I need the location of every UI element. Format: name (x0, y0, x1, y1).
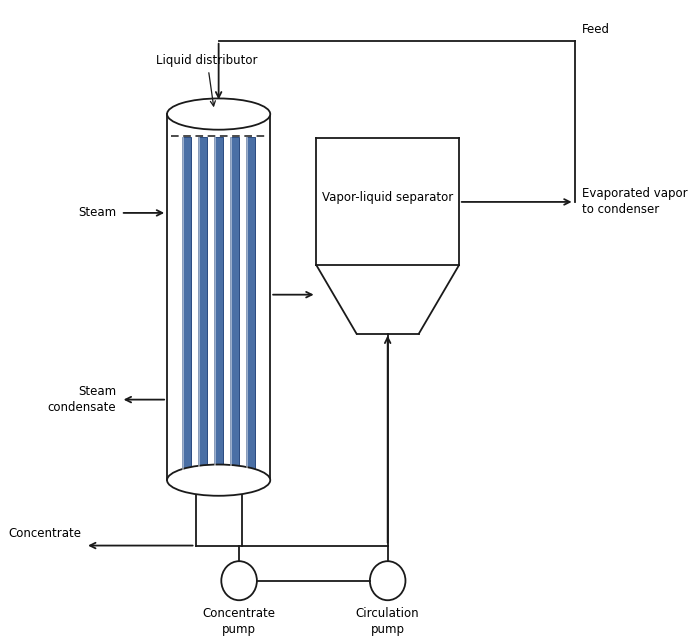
Bar (246, 137, 248, 479)
Bar (198, 137, 200, 479)
Bar (168, 137, 270, 479)
Text: Concentrate: Concentrate (8, 527, 82, 540)
Text: Circulation
pump: Circulation pump (356, 607, 419, 636)
Text: Steam: Steam (78, 207, 116, 220)
Text: Steam
condensate: Steam condensate (48, 385, 116, 414)
Bar (246, 137, 256, 479)
Text: Vapor-liquid separator: Vapor-liquid separator (322, 191, 454, 204)
Text: Evaporated vapor
to condenser: Evaporated vapor to condenser (582, 187, 687, 216)
Bar (214, 137, 223, 479)
Ellipse shape (167, 464, 270, 496)
Bar (230, 137, 232, 479)
Bar (198, 137, 207, 479)
Ellipse shape (167, 99, 270, 129)
Bar (214, 137, 216, 479)
Bar (230, 137, 239, 479)
Bar (182, 137, 191, 479)
Text: Concentrate
pump: Concentrate pump (202, 607, 276, 636)
Text: Liquid distributor: Liquid distributor (156, 54, 258, 106)
Bar (182, 137, 184, 479)
Text: Feed: Feed (582, 23, 610, 36)
